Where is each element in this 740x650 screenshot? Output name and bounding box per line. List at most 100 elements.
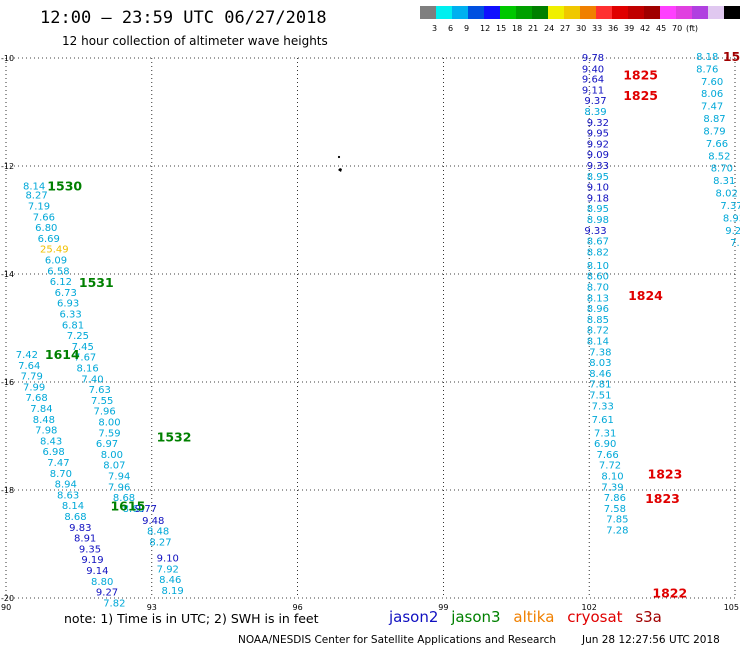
legend-swatch-12 <box>612 6 628 19</box>
swh-value-1-3: 7.99 <box>23 382 45 393</box>
swh-value-5-17: 7.81 <box>589 380 611 391</box>
swh-value-0-5: 6.69 <box>38 234 60 245</box>
legend-swatch-17 <box>692 6 708 19</box>
swh-value-0-8: 6.58 <box>47 266 69 277</box>
legend-swatch-10 <box>580 6 596 19</box>
swh-value-5-27: 7.86 <box>604 493 626 504</box>
swh-value-6-12: 7.37 <box>720 201 740 212</box>
swh-value-5-18: 7.51 <box>589 391 611 402</box>
swh-value-5-8: 8.70 <box>587 283 609 294</box>
swh-value-2-0: 9.77 <box>135 504 157 515</box>
swh-value-5-1: 8.95 <box>587 172 609 183</box>
legend-swatch-3 <box>468 6 484 19</box>
swh-value-0-26: 8.07 <box>103 461 125 472</box>
legend-swatch-11 <box>596 6 612 19</box>
swh-value-1-9: 6.98 <box>42 447 64 458</box>
swh-value-0-12: 6.33 <box>59 310 81 321</box>
legend-label-13: 42 <box>640 24 651 33</box>
swh-value-0-21: 7.96 <box>93 407 115 418</box>
swh-value-0-11: 6.93 <box>57 299 79 310</box>
swh-value-6-1: 8.76 <box>696 64 718 75</box>
swh-value-2-6: 9.14 <box>86 566 108 577</box>
legend-label-5: 18 <box>512 24 523 33</box>
legend-label-1: 6 <box>448 24 454 33</box>
legend-label-10: 33 <box>592 24 603 33</box>
legend-swatch-5 <box>500 6 516 19</box>
swh-value-3-6: 7.82 <box>103 598 125 609</box>
swh-value-5-0: 8.39 <box>584 107 606 118</box>
swh-value-4-5: 9.32 <box>587 118 609 129</box>
swh-value-0-30: 8.69 <box>123 504 145 515</box>
track-time-label-11: 151 <box>723 49 740 64</box>
swh-value-5-16: 8.46 <box>589 369 611 380</box>
lat-tick-5: -20 <box>1 594 14 603</box>
legend-jason2: jason2 <box>389 608 439 626</box>
swh-value-0-16: 7.67 <box>74 353 96 364</box>
swh-value-0-27: 7.94 <box>108 472 130 483</box>
legend-swatch-18 <box>708 6 724 19</box>
swh-value-4-2: 9.64 <box>582 75 604 86</box>
island-dot-1 <box>337 155 341 159</box>
legend-cryosat: cryosat <box>567 608 623 626</box>
swh-value-6-15: 7.97 <box>730 238 740 249</box>
legend-label-4: 15 <box>496 24 507 33</box>
swh-value-5-9: 8.13 <box>587 293 609 304</box>
note-prefix: note: <box>64 611 101 626</box>
swh-value-1-13: 8.63 <box>57 490 79 501</box>
swh-value-6-11: 8.02 <box>716 189 738 200</box>
swh-value-2-2: 9.83 <box>69 523 91 534</box>
swh-value-4-12: 9.33 <box>584 226 606 237</box>
lat-tick-2: -14 <box>1 270 14 279</box>
swh-value-3-3: 8.46 <box>159 575 181 586</box>
swh-value-5-29: 7.85 <box>606 515 628 526</box>
legend-jason3: jason3 <box>451 608 501 626</box>
swh-value-3-0: 8.48 <box>147 527 169 538</box>
lat-tick-4: -18 <box>1 486 14 495</box>
swh-value-6-4: 7.47 <box>701 102 723 113</box>
swh-value-0-25: 8.00 <box>101 450 123 461</box>
swh-value-5-30: 7.28 <box>606 526 628 537</box>
swh-value-3-1: 8.27 <box>149 537 171 548</box>
track-labels: 1530 1531 1614 1532 1615 1825 1825 1824 1823 1823… <box>45 49 740 601</box>
legend-label-2: 9 <box>464 24 470 33</box>
swh-value-4-7: 9.92 <box>587 139 609 150</box>
track-time-label-4: 1615 <box>110 499 145 514</box>
swh-value-0-18: 7.40 <box>81 374 103 385</box>
track-time-label-2: 1614 <box>45 347 80 362</box>
swh-value-1-2: 7.79 <box>21 372 43 383</box>
swh-value-1-10: 7.47 <box>47 458 69 469</box>
swh-value-6-10: 8.31 <box>713 176 735 187</box>
swh-value-0-7: 6.09 <box>45 256 67 267</box>
lat-tick-0: -10 <box>1 54 14 63</box>
swh-value-0-23: 7.59 <box>98 428 120 439</box>
legend-label-15: 70 <box>672 24 683 33</box>
track-time-label-3: 1532 <box>157 430 192 445</box>
legend-swatch-6 <box>516 6 532 19</box>
swh-value-0-6: 25.49 <box>40 245 69 256</box>
swh-value-5-23: 7.66 <box>596 450 618 461</box>
swh-value-5-11: 8.85 <box>587 315 609 326</box>
island-marker <box>337 155 342 172</box>
swh-value-3-2: 7.92 <box>157 564 179 575</box>
legend-swatch-9 <box>564 6 580 19</box>
legend-label-12: 39 <box>624 24 635 33</box>
swh-value-1-15: 8.68 <box>64 512 86 523</box>
lon-tick-5: 105 <box>724 603 739 612</box>
swh-value-4-1: 9.40 <box>582 64 604 75</box>
swh-value-1-6: 8.48 <box>33 415 55 426</box>
island-shape <box>338 168 342 172</box>
legend-swatch-19 <box>724 6 740 19</box>
page-subtitle: 12 hour collection of altimeter wave hei… <box>62 34 328 48</box>
swh-value-5-12: 8.72 <box>587 326 609 337</box>
satellite-legend: jason2 jason3 altika cryosat s3a <box>389 608 670 626</box>
credit-text: NOAA/NESDIS Center for Satellite Applica… <box>238 634 556 646</box>
swh-value-1-14: 8.14 <box>62 501 84 512</box>
swh-value-0-9: 6.12 <box>50 277 72 288</box>
legend-swatch-1 <box>436 6 452 19</box>
track-time-label-5: 1825 <box>623 67 658 82</box>
swh-value-6-6: 8.79 <box>703 126 725 137</box>
lat-tick-1: -12 <box>1 162 14 171</box>
legend-swatch-4 <box>484 6 500 19</box>
map-grid <box>5 57 736 599</box>
swh-value-3-5: 8.80 <box>91 577 113 588</box>
